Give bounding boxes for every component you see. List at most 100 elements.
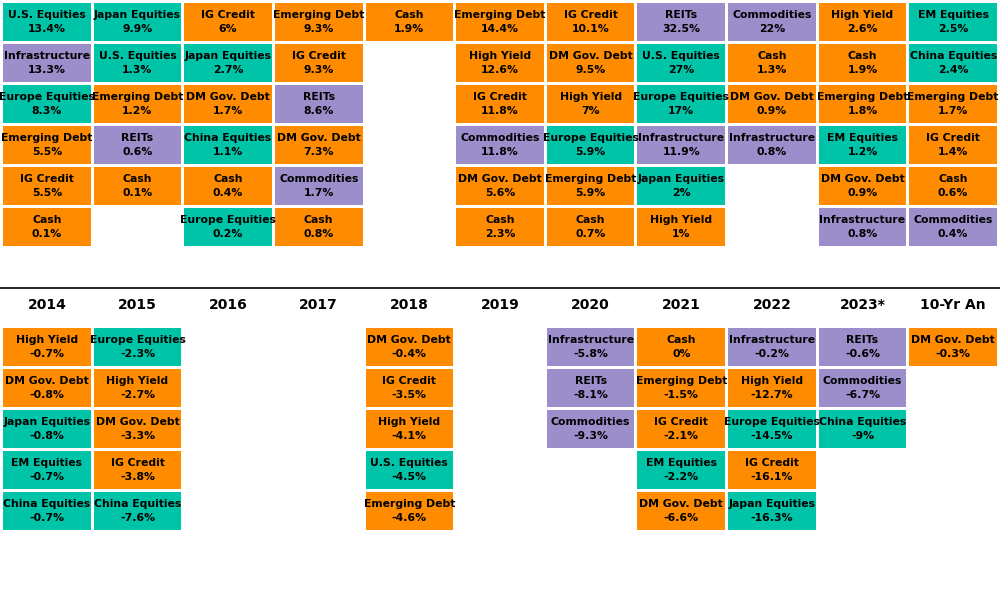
Bar	[819, 167, 906, 205]
Text: 9.9%: 9.9%	[122, 24, 153, 34]
Text: 11.8%: 11.8%	[481, 106, 519, 116]
Text: Europe Equities: Europe Equities	[90, 335, 185, 345]
Text: 0.1%: 0.1%	[32, 229, 62, 239]
Text: IG Credit: IG Credit	[654, 417, 708, 427]
Text: High Yield: High Yield	[106, 376, 169, 386]
Bar	[909, 126, 997, 164]
Text: 1.9%: 1.9%	[394, 24, 424, 34]
Bar	[637, 328, 725, 366]
Text: 6%: 6%	[219, 24, 237, 34]
Bar	[456, 3, 544, 41]
Bar	[94, 167, 181, 205]
Bar	[275, 208, 363, 246]
Text: -2.7%: -2.7%	[120, 390, 155, 400]
Text: DM Gov. Debt: DM Gov. Debt	[730, 92, 814, 102]
Bar	[728, 451, 816, 489]
Text: 2023*: 2023*	[840, 298, 885, 312]
Text: IG Credit: IG Credit	[473, 92, 527, 102]
Bar	[3, 126, 91, 164]
Text: High Yield: High Yield	[378, 417, 440, 427]
Text: Cash: Cash	[576, 215, 605, 225]
Text: DM Gov. Debt: DM Gov. Debt	[367, 335, 451, 345]
Text: -9.3%: -9.3%	[573, 431, 608, 441]
Text: 5.5%: 5.5%	[32, 147, 62, 157]
Bar	[637, 85, 725, 123]
Text: 2017: 2017	[299, 298, 338, 312]
Text: -8.1%: -8.1%	[573, 390, 608, 400]
Bar	[637, 126, 725, 164]
Text: 1.4%: 1.4%	[938, 147, 968, 157]
Text: Cash: Cash	[304, 215, 333, 225]
Text: 5.9%: 5.9%	[576, 147, 606, 157]
Text: U.S. Equities: U.S. Equities	[99, 51, 176, 61]
Text: -0.7%: -0.7%	[29, 513, 64, 523]
Text: 2.5%: 2.5%	[938, 24, 968, 34]
Bar	[366, 328, 453, 366]
Text: China Equities: China Equities	[94, 499, 181, 509]
Bar	[456, 126, 544, 164]
Text: -16.3%: -16.3%	[751, 513, 793, 523]
Text: Infrastructure: Infrastructure	[4, 51, 90, 61]
Text: 10-Yr An: 10-Yr An	[920, 298, 986, 312]
Text: Emerging Debt: Emerging Debt	[92, 92, 183, 102]
Bar	[94, 44, 181, 82]
Bar	[637, 3, 725, 41]
Bar	[909, 328, 997, 366]
Bar	[819, 44, 906, 82]
Text: U.S. Equities: U.S. Equities	[8, 10, 86, 20]
Text: 2019: 2019	[481, 298, 519, 312]
Text: Emerging Debt: Emerging Debt	[545, 174, 636, 184]
Text: -3.5%: -3.5%	[392, 390, 427, 400]
Text: 2%: 2%	[672, 188, 691, 198]
Text: DM Gov. Debt: DM Gov. Debt	[549, 51, 633, 61]
Text: 8.6%: 8.6%	[304, 106, 334, 116]
Text: IG Credit: IG Credit	[382, 376, 436, 386]
Text: -7.6%: -7.6%	[120, 513, 155, 523]
Text: 1.1%: 1.1%	[213, 147, 243, 157]
Text: U.S. Equities: U.S. Equities	[370, 458, 448, 468]
Text: Cash: Cash	[123, 174, 152, 184]
Text: Europe Equities: Europe Equities	[180, 215, 276, 225]
Bar	[366, 369, 453, 407]
Text: -5.8%: -5.8%	[573, 349, 608, 359]
Text: Emerging Debt: Emerging Debt	[1, 133, 93, 143]
Text: IG Credit: IG Credit	[20, 174, 74, 184]
Bar	[637, 208, 725, 246]
Text: DM Gov. Debt: DM Gov. Debt	[5, 376, 89, 386]
Text: Cash: Cash	[395, 10, 424, 20]
Text: -0.6%: -0.6%	[845, 349, 880, 359]
Text: -14.5%: -14.5%	[751, 431, 793, 441]
Text: REITs: REITs	[846, 335, 879, 345]
Bar	[275, 85, 363, 123]
Text: DM Gov. Debt: DM Gov. Debt	[911, 335, 995, 345]
Bar	[366, 410, 453, 448]
Text: -4.6%: -4.6%	[392, 513, 427, 523]
Text: Europe Equities: Europe Equities	[0, 92, 95, 102]
Text: High Yield: High Yield	[560, 92, 622, 102]
Bar	[547, 369, 634, 407]
Bar	[184, 44, 272, 82]
Bar	[456, 208, 544, 246]
Bar	[728, 126, 816, 164]
Bar	[547, 167, 634, 205]
Bar	[547, 208, 634, 246]
Bar	[547, 126, 634, 164]
Text: 7.3%: 7.3%	[303, 147, 334, 157]
Bar	[547, 3, 634, 41]
Text: REITs: REITs	[575, 376, 607, 386]
Text: High Yield: High Yield	[741, 376, 803, 386]
Bar	[637, 492, 725, 530]
Text: China Equities: China Equities	[819, 417, 906, 427]
Text: Infrastructure: Infrastructure	[819, 215, 906, 225]
Text: -12.7%: -12.7%	[751, 390, 793, 400]
Bar	[94, 328, 181, 366]
Text: 0.2%: 0.2%	[213, 229, 243, 239]
Text: 0.1%: 0.1%	[122, 188, 153, 198]
Bar	[94, 492, 181, 530]
Text: 1%: 1%	[672, 229, 691, 239]
Bar	[547, 410, 634, 448]
Bar	[3, 3, 91, 41]
Bar	[3, 167, 91, 205]
Text: China Equities: China Equities	[3, 499, 90, 509]
Bar	[637, 451, 725, 489]
